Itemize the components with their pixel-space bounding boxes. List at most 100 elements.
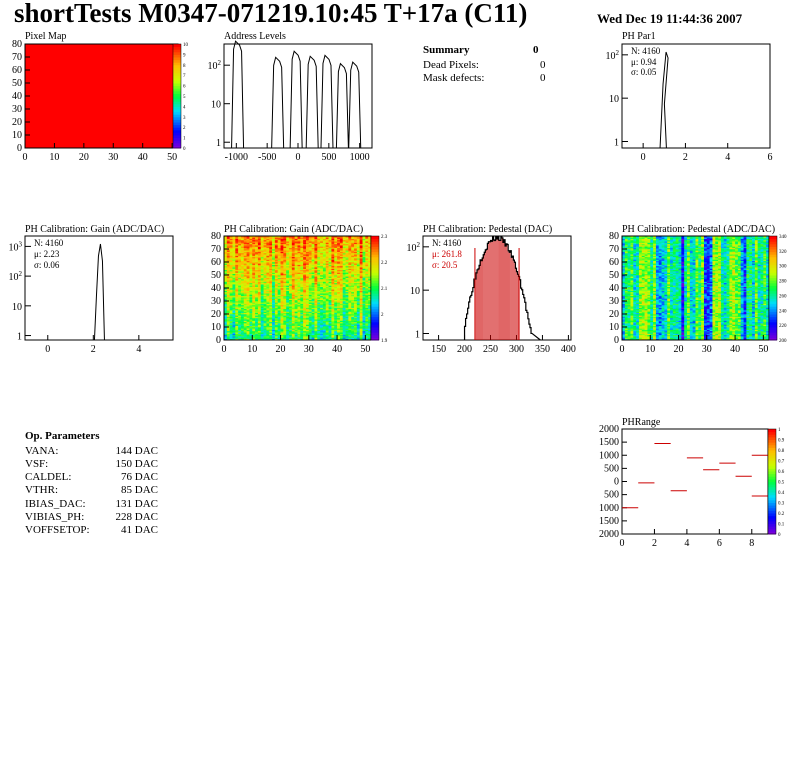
heatmap-cell [257,290,262,293]
heatmap-cell [356,236,360,238]
heatmap-cell [342,277,346,280]
heatmap-cell [257,319,262,321]
heatmap-cell [263,282,267,285]
heatmap-cell [365,239,369,242]
heatmap-cell [354,324,358,326]
heatmap-cell [365,236,369,238]
heatmap-cell [257,247,262,250]
colorbar-cell [173,49,181,53]
heatmap-cell [317,291,321,294]
heatmap-cell [356,327,360,329]
heatmap-cell [351,299,355,302]
heatmap-cell [322,307,327,310]
heatmap-cell [354,311,358,313]
heatmap-cell [255,306,259,308]
heatmap-cell [368,262,372,264]
heatmap-cell [274,276,279,278]
heatmap-cell [294,336,298,338]
heatmap-cell [272,306,276,308]
heatmap-cell [291,291,295,294]
heatmap-cell [266,284,270,286]
heatmap-cell [636,263,640,265]
heatmap-cell [365,293,369,295]
heatmap-cell [633,328,637,330]
heatmap-cell [274,301,279,303]
heatmap-cell [297,243,301,246]
heatmap-cell [289,249,293,251]
heatmap-cell [308,330,312,333]
heatmap-cell [283,288,287,290]
heatmap-cell [331,321,335,324]
heatmap-cell [232,302,236,304]
heatmap-cell [252,238,256,241]
heatmap-cell [337,336,341,338]
heatmap-cell [277,323,281,325]
heatmap-cell [308,280,312,282]
heatmap-cell [303,337,307,339]
heatmap-cell [289,252,293,255]
heatmap-cell [255,250,259,252]
heatmap-cell [308,278,312,281]
heatmap-cell [308,329,312,332]
heatmap-cell [314,330,318,333]
heatmap-cell [252,288,256,290]
heatmap-cell [365,306,369,308]
heatmap-cell [317,325,321,328]
heatmap-cell [249,264,253,267]
heatmap-cell [311,336,315,338]
heatmap-cell [243,246,247,248]
heatmap-cell [362,316,366,319]
heatmap-cell [622,291,626,294]
heatmap-cell [320,299,324,302]
heatmap-cell [630,272,634,274]
heatmap-cell [274,243,279,246]
heatmap-cell [260,325,264,328]
heatmap-cell [624,285,628,287]
heatmap-cell [224,320,228,323]
heatmap-cell [636,317,640,320]
heatmap-cell [325,303,329,306]
heatmap-cell [334,295,338,298]
heatmap-cell [325,259,329,261]
heatmap-cell [627,301,631,303]
heatmap-cell [362,265,366,268]
heatmap-cell [339,282,344,285]
heatmap-cell [235,263,239,265]
heatmap-cell [627,241,631,243]
heatmap-cell [627,321,631,324]
heatmap-cell [331,290,335,293]
heatmap-cell [224,237,228,239]
heatmap-cell [238,285,242,287]
heatmap-cell [331,262,335,264]
heatmap-cell [633,276,637,278]
heatmap-cell [633,278,637,281]
heatmap-cell [246,271,250,273]
heatmap-cell [246,288,250,290]
heatmap-cell [300,288,304,290]
heatmap-cell [286,273,290,276]
heatmap-cell [314,262,318,264]
x-tick-label: 30 [304,344,314,355]
heatmap-cell [345,280,349,282]
heatmap-cell [322,280,327,282]
heatmap-cell [257,325,262,328]
heatmap-cell [257,254,262,256]
heatmap-cell [305,281,310,284]
heatmap-cell [633,316,637,319]
heatmap-cell [348,294,352,297]
heatmap-cell [354,267,358,269]
heatmap-cell [224,278,228,281]
heatmap-cell [243,327,247,329]
heatmap-cell [252,256,256,259]
heatmap-cell [263,251,267,254]
heatmap-cell [317,337,321,339]
colorbar-cell [371,329,379,333]
heatmap-cell [286,264,290,267]
heatmap-cell [334,317,338,320]
heatmap-cell [272,308,276,311]
heatmap-cell [277,263,281,265]
heatmap-cell [356,295,360,298]
heatmap-cell [226,238,230,241]
heatmap-cell [257,281,262,284]
heatmap-cell [627,250,631,252]
